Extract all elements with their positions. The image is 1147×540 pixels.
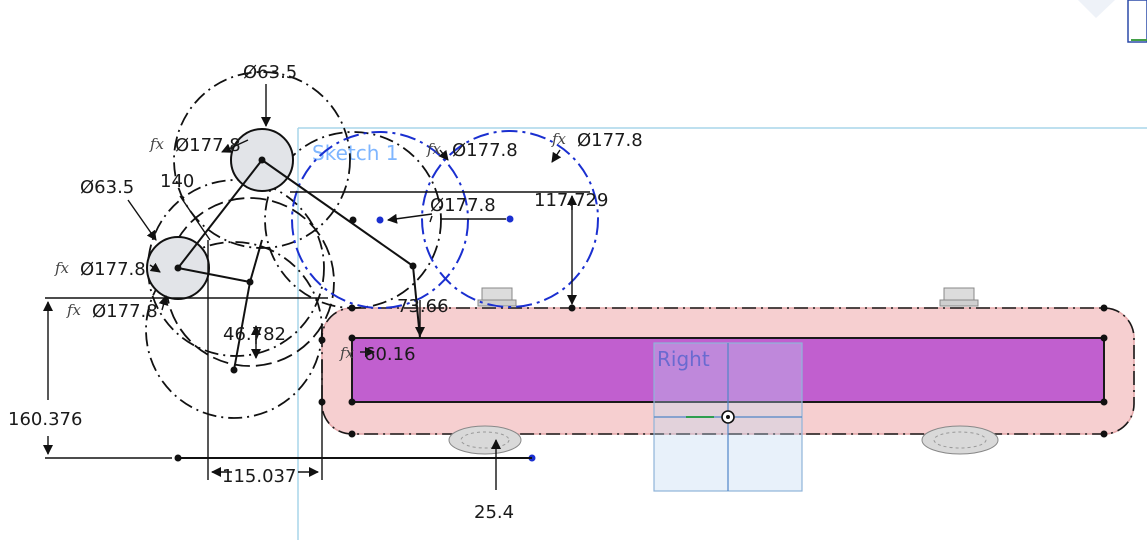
dim-73[interactable]: 73.66 (397, 296, 449, 317)
sketch-lines[interactable] (177, 159, 532, 459)
dim-top-circle[interactable]: Ø63.5 (243, 62, 297, 83)
blue-center-point[interactable] (376, 216, 384, 224)
dim-60[interactable]: 60.16 (364, 344, 416, 365)
fx-icon: fx (54, 259, 70, 277)
right-plane[interactable] (653, 342, 803, 492)
fx-icon: fx (426, 140, 442, 158)
dim-115[interactable]: 115.037 (222, 466, 296, 487)
wheel-right-icon (921, 425, 999, 455)
fx-icon: fx (149, 135, 165, 153)
fx-icon: fx (551, 130, 567, 148)
dim-fx-2[interactable]: Ø177.8 (80, 259, 146, 280)
dim-dia-plain[interactable]: Ø177.8 (430, 195, 496, 216)
sketch-points[interactable] (174, 156, 1108, 462)
dim-160[interactable]: 160.376 (8, 409, 82, 430)
blue-center-point[interactable] (506, 215, 514, 223)
plane-name-label[interactable]: Right (657, 347, 710, 371)
dim-fx-1[interactable]: Ø177.8 (175, 135, 241, 156)
fx-icon: fx (339, 344, 355, 362)
dim-46[interactable]: 46.782 (223, 324, 286, 345)
sketch-name-label[interactable]: Sketch 1 (312, 141, 398, 165)
dimension-leaders (43, 84, 590, 490)
dim-fx-3[interactable]: Ø177.8 (92, 301, 158, 322)
view-cube-icon[interactable] (1078, 0, 1147, 43)
dim-fx-4[interactable]: Ø177.8 (452, 140, 518, 161)
wheel-left-icon (448, 425, 522, 455)
dim-left-circle[interactable]: Ø63.5 (80, 177, 134, 198)
dim-117[interactable]: 117.729 (534, 190, 608, 211)
fx-icon: fx (66, 301, 82, 319)
dim-25[interactable]: 25.4 (474, 502, 514, 523)
fitting-left-icon (477, 287, 517, 307)
fitting-right-icon (939, 287, 979, 307)
dim-fx-5[interactable]: Ø177.8 (577, 130, 643, 151)
dim-140[interactable]: 140 (160, 171, 194, 192)
sketch-circles-blue[interactable] (291, 130, 599, 309)
